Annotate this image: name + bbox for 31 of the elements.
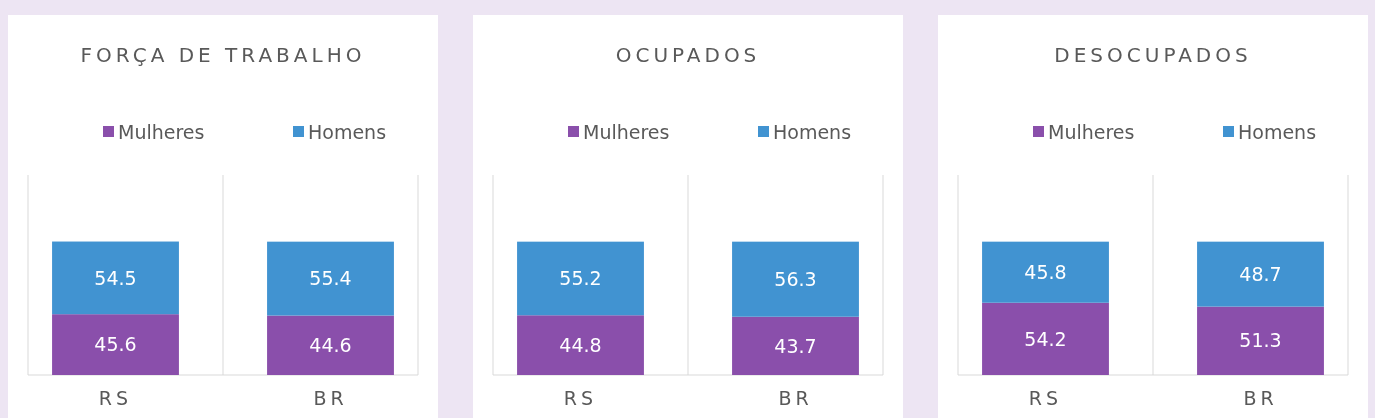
x-tick-label: RS [98,387,133,409]
bar [52,314,179,375]
x-tick-label: BR [778,387,813,409]
chart-title: DESOCUPADOS [1054,43,1252,67]
legend-label: Homens [308,120,387,143]
x-tick-label: RS [563,387,598,409]
bar [267,241,394,316]
data-label: 45.8 [1024,260,1067,283]
data-label: 56.3 [774,267,817,290]
x-tick-label: RS [1028,387,1063,409]
data-label: 54.2 [1024,327,1067,350]
data-label: 44.8 [559,333,602,356]
data-label: 43.7 [774,334,817,357]
data-label: 48.7 [1239,262,1282,285]
data-label: 45.6 [94,333,137,356]
data-label: 55.4 [309,267,352,290]
x-tick-label: BR [313,387,348,409]
bar [52,241,179,315]
legend-label: Mulheres [583,120,670,143]
x-tick-label: BR [1243,387,1278,409]
legend-label: Homens [1238,120,1317,143]
data-label: 51.3 [1239,329,1282,352]
chart-title: OCUPADOS [615,43,761,67]
bar [267,315,394,375]
legend-label: Mulheres [1048,120,1135,143]
data-label: 54.5 [94,266,137,289]
data-label: 44.6 [309,333,352,356]
chart-title: FORÇA DE TRABALHO [80,43,366,67]
data-label: 55.2 [559,267,602,290]
legend-label: Mulheres [118,120,205,143]
legend-label: Homens [773,120,852,143]
